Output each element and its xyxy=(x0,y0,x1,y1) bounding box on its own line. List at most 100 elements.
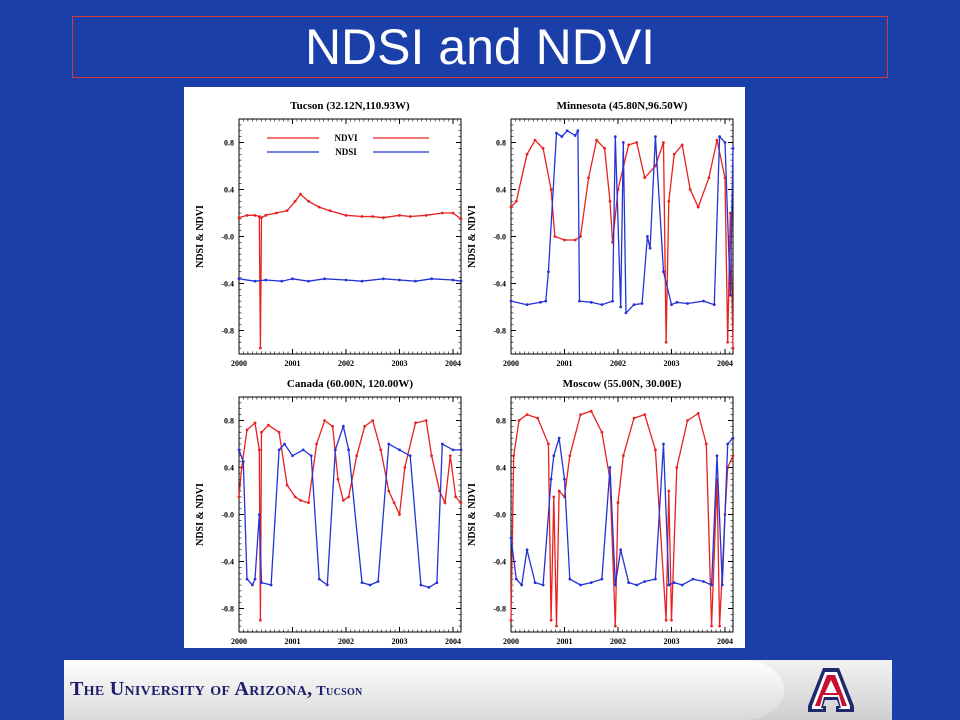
ndsi-point xyxy=(600,303,604,307)
ndsi-point xyxy=(253,279,257,283)
ndvi-point xyxy=(509,205,513,209)
ndvi-point xyxy=(307,501,310,505)
ndvi-point xyxy=(608,199,612,203)
y-tick-label: -0.4 xyxy=(493,280,506,289)
ndsi-point xyxy=(560,135,564,139)
ndsi-point xyxy=(435,581,439,585)
ndvi-point xyxy=(675,466,679,469)
ndsi-point xyxy=(589,581,593,585)
ndvi-point xyxy=(371,215,375,218)
ndsi-point xyxy=(250,583,254,587)
ndvi-point xyxy=(715,138,719,142)
ndvi-point xyxy=(307,199,310,203)
ndvi-point xyxy=(557,489,561,493)
ndvi-point xyxy=(731,454,735,458)
ndvi-point xyxy=(398,213,401,217)
y-tick-label: -0.8 xyxy=(221,605,234,614)
block-a-logo-icon xyxy=(808,668,854,712)
ndvi-point xyxy=(443,501,447,505)
ndvi-point xyxy=(667,199,671,203)
ndvi-point xyxy=(317,205,321,209)
ndvi-point xyxy=(514,199,518,203)
y-tick-label: -0.0 xyxy=(493,233,506,242)
y-tick-label: -0.8 xyxy=(221,327,234,336)
ndvi-point xyxy=(627,143,631,147)
ndvi-point xyxy=(517,419,521,422)
ndsi-point xyxy=(309,454,313,458)
legend: NDVI NDSI xyxy=(267,133,429,157)
ndvi-point xyxy=(323,419,326,422)
ndsi-point xyxy=(635,583,639,587)
ndsi-point xyxy=(589,300,593,304)
ndsi-point xyxy=(726,442,730,446)
ndsi-point xyxy=(440,442,444,446)
ndvi-point xyxy=(718,624,722,628)
ndvi-point xyxy=(654,164,657,168)
ndsi-point xyxy=(621,141,625,144)
y-tick-label: 0.8 xyxy=(224,417,234,426)
ndvi-point xyxy=(414,421,417,425)
ndvi-point xyxy=(621,454,625,458)
ndsi-point xyxy=(568,577,572,581)
ndsi-point xyxy=(613,583,617,587)
ndvi-point xyxy=(392,501,396,505)
ndvi-point xyxy=(355,454,359,458)
ndvi-point xyxy=(315,442,318,446)
ndvi-point xyxy=(616,501,620,505)
ndsi-point xyxy=(525,303,529,307)
chart-panel-3: Canada (60.00N, 120.00W) NDSI & NDVI 0.8 0.… xyxy=(195,378,463,646)
ndvi-point xyxy=(643,176,647,180)
ndsi-point xyxy=(280,279,284,283)
ndvi-point xyxy=(408,215,412,218)
university-label: The University of Arizona, xyxy=(70,678,313,700)
ndsi-point xyxy=(563,477,566,481)
ndvi-point xyxy=(595,138,598,142)
series-ndsi xyxy=(237,277,463,283)
x-tick-label: 2002 xyxy=(610,637,626,646)
slide-title: NDSI and NDVI xyxy=(304,19,656,75)
ndvi-point xyxy=(672,152,676,156)
x-tick-label: 2004 xyxy=(717,637,733,646)
ndsi-point xyxy=(646,235,649,238)
x-tick-label: 2003 xyxy=(391,637,407,646)
ndsi-point xyxy=(520,583,524,587)
ndsi-point xyxy=(253,577,257,581)
ndsi-point xyxy=(675,300,679,304)
x-tick-label: 2001 xyxy=(556,359,572,368)
ndvi-point xyxy=(654,448,657,452)
ndvi-point xyxy=(632,416,636,420)
ndsi-point xyxy=(264,278,268,282)
series-ndsi xyxy=(237,424,463,589)
ndvi-point xyxy=(600,430,604,434)
ndvi-point xyxy=(547,442,550,446)
ndvi-point xyxy=(245,213,249,217)
ndsi-point xyxy=(325,583,329,587)
y-tick-label: 0.4 xyxy=(496,464,506,473)
ndsi-point xyxy=(613,135,617,139)
chart-title: Minnesota (45.80N,96.50W) xyxy=(557,100,688,112)
ndvi-point xyxy=(299,192,302,196)
ndvi-point xyxy=(613,624,617,628)
ndsi-point xyxy=(565,129,569,133)
ndsi-point xyxy=(237,448,241,452)
chart-panel-1: Tucson (32.12N,110.93W) NDSI & NDVI 0.8 0.4… xyxy=(195,100,463,368)
y-axis-label: NDSI & NDVI xyxy=(467,205,478,268)
ndsi-point xyxy=(662,270,665,274)
x-tick-label: 2001 xyxy=(284,359,300,368)
ndvi-point xyxy=(237,495,241,499)
series-ndvi xyxy=(237,419,463,622)
footer-band xyxy=(64,660,784,720)
ndsi-point xyxy=(269,583,273,587)
ndsi-point xyxy=(691,577,695,581)
ndsi-point xyxy=(459,279,463,283)
ndvi-point xyxy=(424,213,428,217)
y-tick-label: -0.8 xyxy=(493,327,506,336)
ndsi-point xyxy=(317,577,321,581)
ndsi-point xyxy=(291,277,294,281)
ndvi-point xyxy=(277,430,281,434)
x-tick-label: 2004 xyxy=(445,637,461,646)
ndsi-point xyxy=(509,299,513,303)
y-tick-label: 0.4 xyxy=(496,186,506,195)
ndvi-point xyxy=(258,346,262,350)
ndvi-point xyxy=(635,141,639,144)
